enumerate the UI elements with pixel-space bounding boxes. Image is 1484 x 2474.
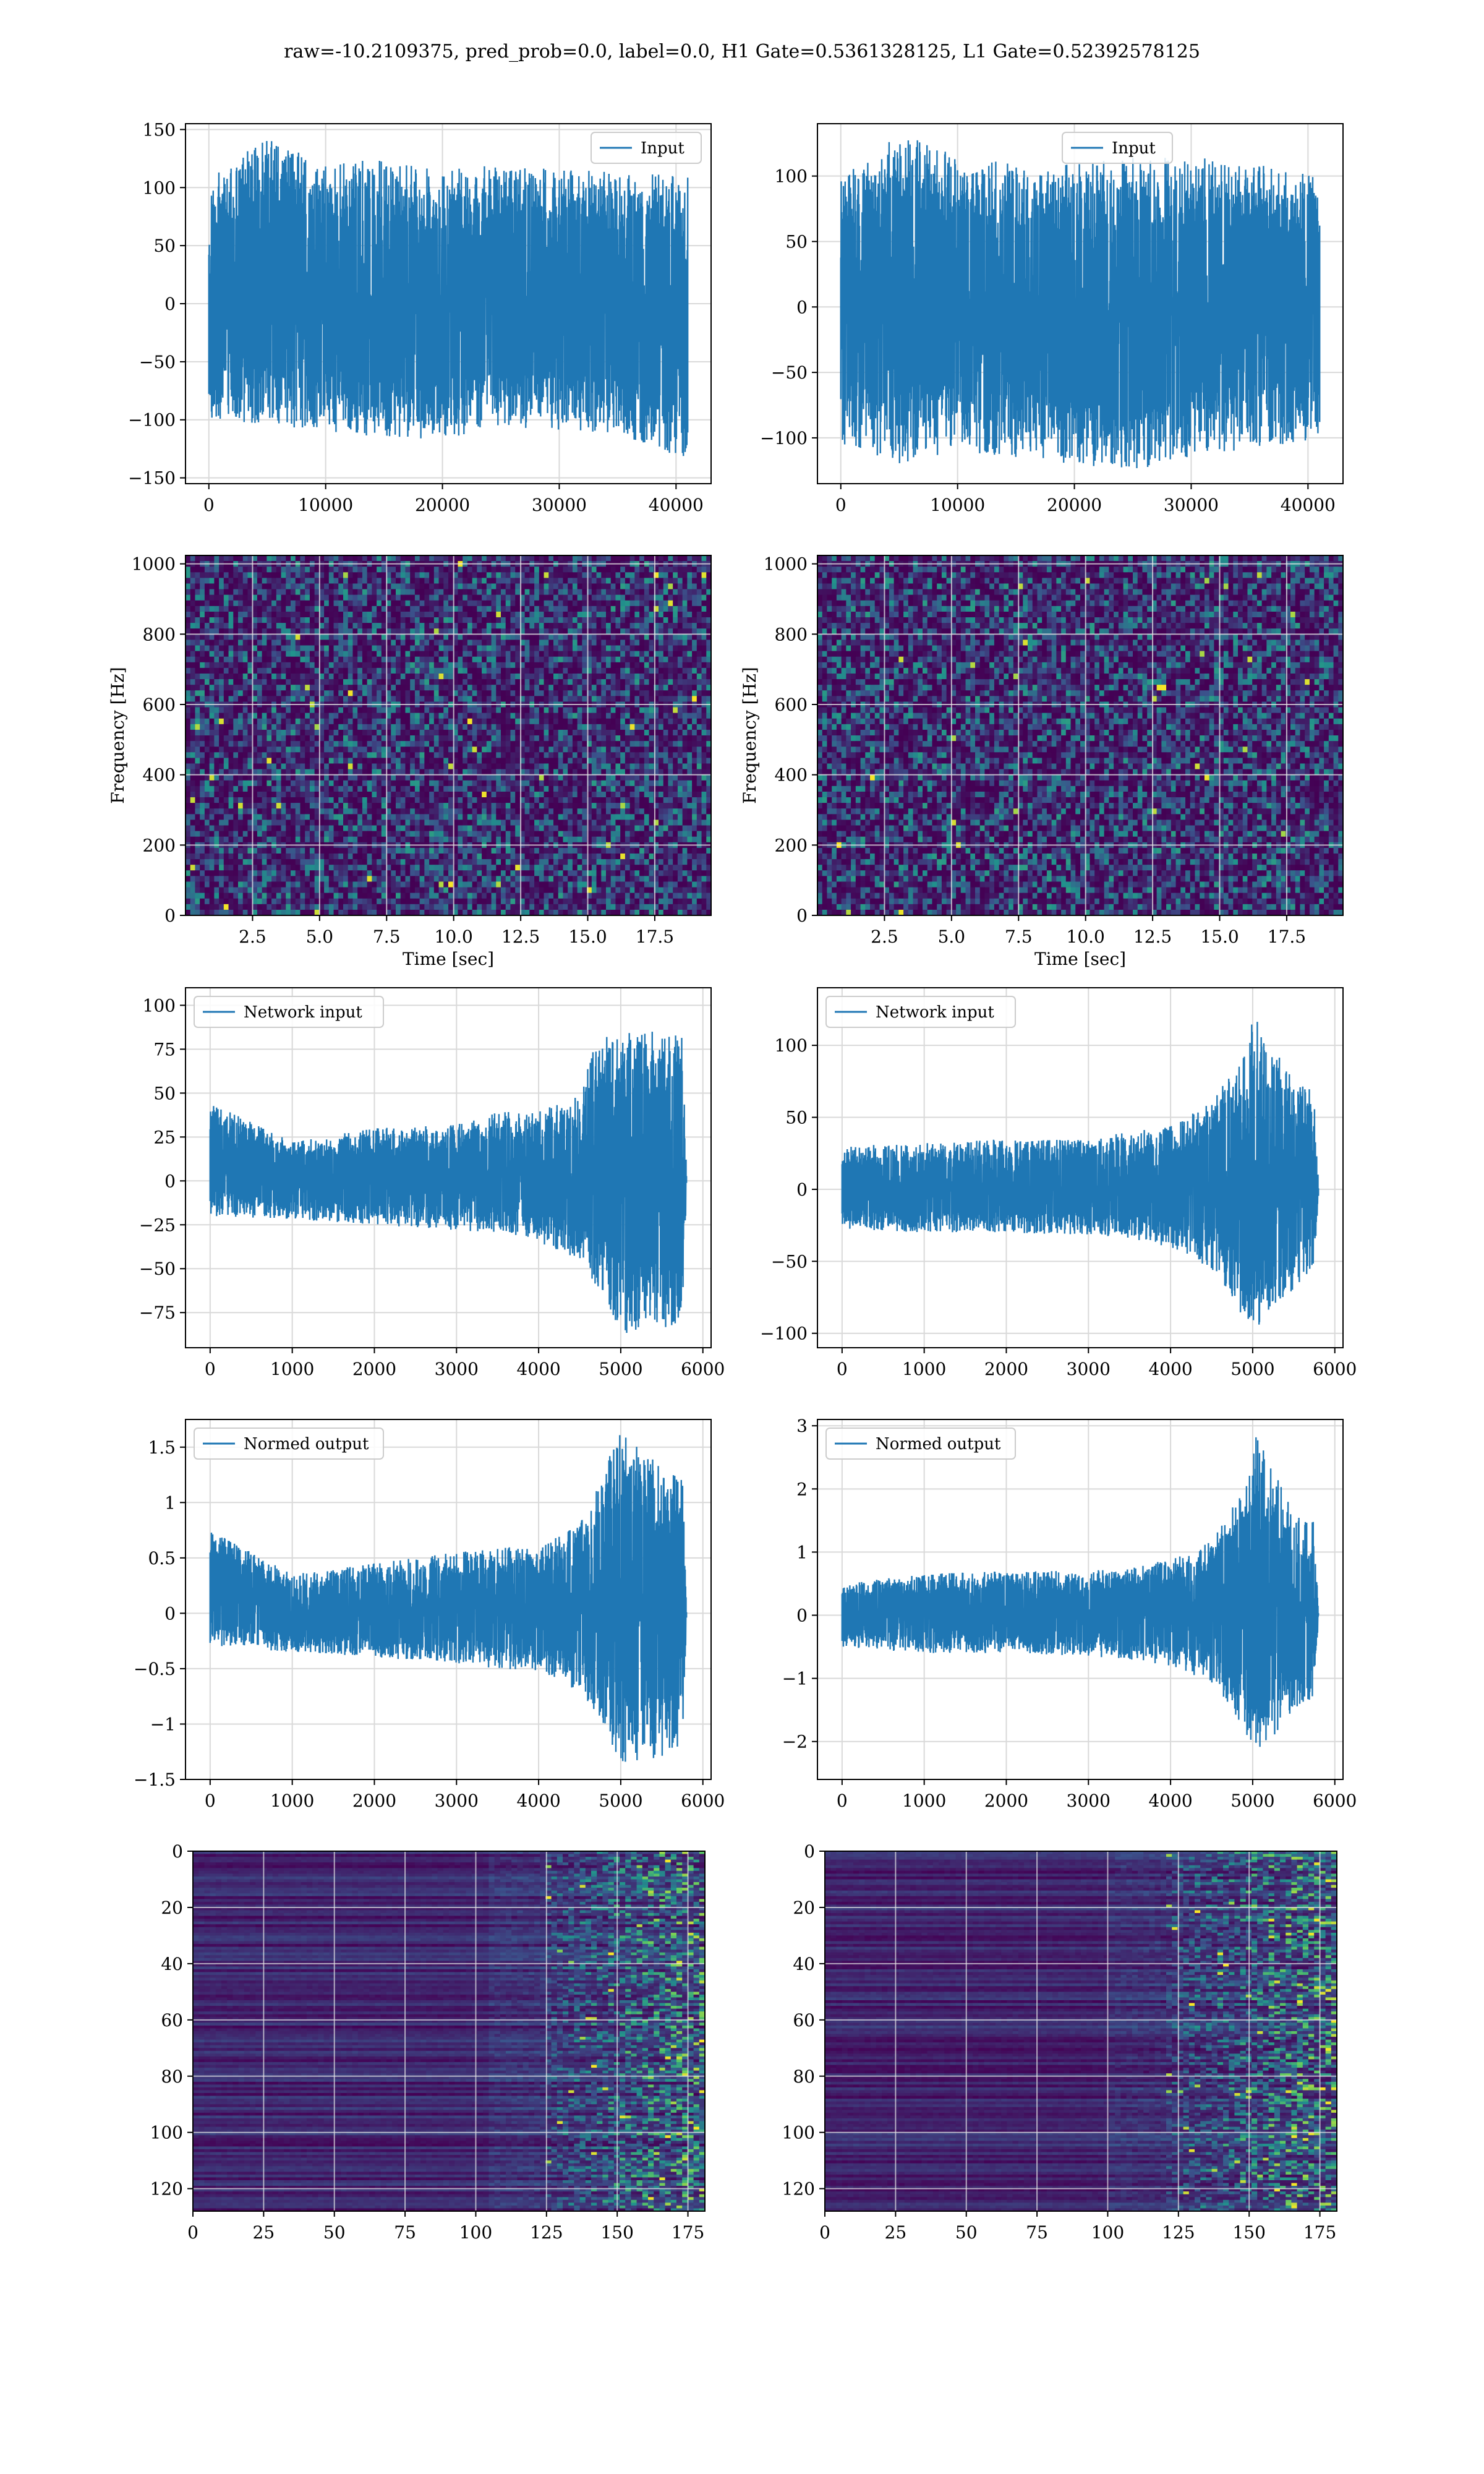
y-tick-label: 120: [782, 2179, 815, 2199]
x-tick-label: 40000: [649, 495, 704, 515]
legend-label: Input: [641, 139, 684, 158]
figure-title: raw=-10.2109375, pred_prob=0.0, label=0.…: [0, 41, 1484, 62]
x-tick-label: 75: [1026, 2222, 1048, 2243]
y-tick-label: −50: [771, 362, 808, 383]
y-tick-label: −100: [128, 410, 176, 430]
x-tick-label: 0: [203, 495, 215, 515]
axes-frame: [817, 123, 1344, 484]
x-tick-label: 100: [1091, 2222, 1124, 2243]
x-tick-label: 125: [1162, 2222, 1195, 2243]
x-tick-label: 0: [819, 2222, 830, 2243]
x-tick-label: 0: [835, 495, 846, 515]
x-tick-label: 25: [885, 2222, 907, 2243]
y-tick-label: 60: [793, 2010, 815, 2031]
x-tick-label: 20000: [1047, 495, 1102, 515]
y-tick-label: −100: [760, 428, 808, 448]
legend-box: [591, 132, 702, 164]
y-tick-label: −50: [139, 352, 176, 372]
x-tick-label: 20000: [415, 495, 470, 515]
x-tick-label: 50: [955, 2222, 978, 2243]
x-tick-label: 175: [1303, 2222, 1336, 2243]
y-tick-label: 80: [793, 2066, 815, 2087]
x-tick-label: 10000: [298, 495, 353, 515]
series-line: [840, 140, 1321, 468]
y-tick-label: 0: [804, 1841, 815, 1862]
gate-heatmap-image: [825, 1851, 1337, 2212]
x-tick-label: 10000: [930, 495, 985, 515]
series-line: [208, 140, 689, 456]
y-tick-label: 100: [782, 2123, 815, 2143]
y-tick-label: 20: [793, 1898, 815, 1918]
x-tick-label: 40000: [1281, 495, 1336, 515]
y-tick-label: 150: [143, 119, 176, 140]
x-tick-label: 30000: [532, 495, 587, 515]
x-tick-label: 150: [1232, 2222, 1265, 2243]
y-tick-label: 40: [793, 1954, 815, 1974]
y-tick-label: −150: [128, 468, 176, 489]
y-tick-label: 50: [153, 236, 176, 256]
x-tick-label: 30000: [1164, 495, 1219, 515]
y-tick-label: 0: [164, 294, 176, 314]
y-tick-label: 100: [143, 178, 176, 198]
